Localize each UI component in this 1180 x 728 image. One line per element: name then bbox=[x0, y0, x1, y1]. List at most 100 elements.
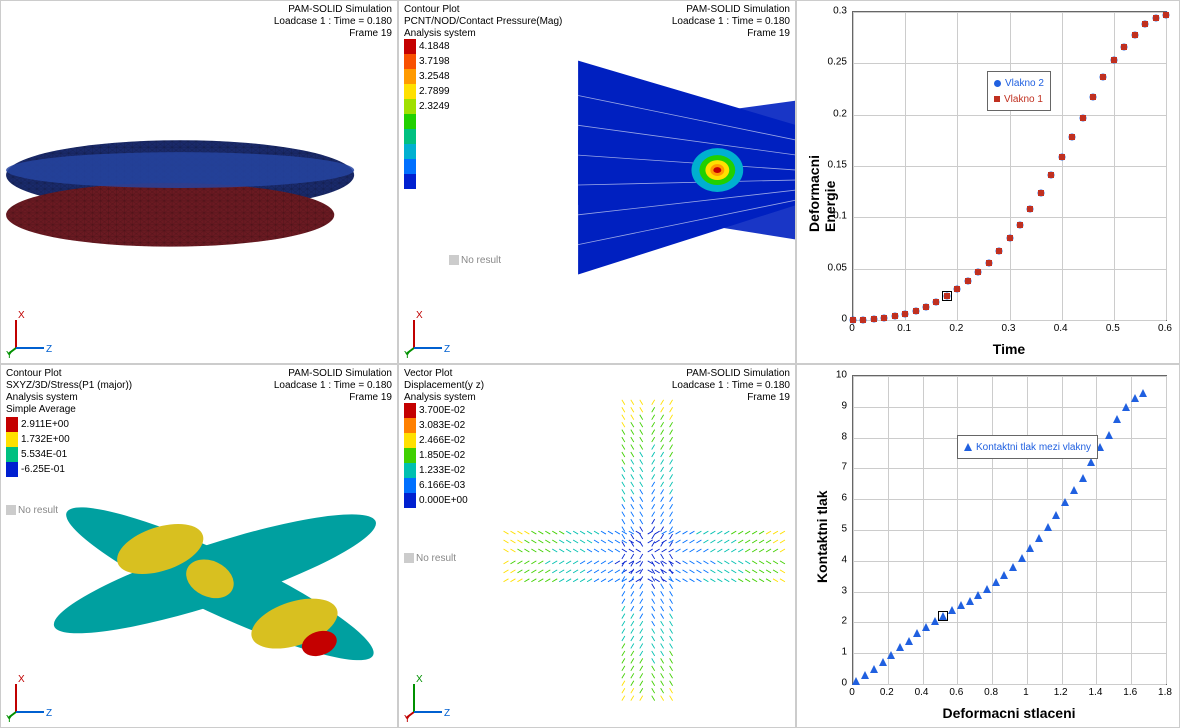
grid-line bbox=[1166, 12, 1167, 320]
ytick-label: 7 bbox=[797, 462, 847, 473]
grid-line bbox=[853, 166, 1166, 167]
data-marker bbox=[1139, 389, 1147, 397]
panel-header-right: PAM-SOLID Simulation Loadcase 1 : Time =… bbox=[274, 4, 392, 40]
ytick-label: 0.3 bbox=[797, 6, 847, 17]
svg-text:Z: Z bbox=[46, 344, 52, 355]
xtick-label: 1.2 bbox=[1054, 687, 1068, 698]
grid-line bbox=[853, 320, 1166, 321]
svg-text:Z: Z bbox=[444, 708, 450, 719]
svg-text:Z: Z bbox=[46, 708, 52, 719]
svg-text:Z: Z bbox=[444, 344, 450, 355]
data-marker bbox=[1069, 134, 1075, 140]
chart2-plot-area bbox=[852, 375, 1167, 685]
legend-label: Vlakno 2 bbox=[1005, 78, 1044, 89]
xtick-label: 0 bbox=[849, 323, 855, 334]
xtick-label: 0.5 bbox=[1106, 323, 1120, 334]
contour-render bbox=[399, 1, 795, 363]
highlight-box bbox=[942, 291, 952, 301]
svg-text:X: X bbox=[416, 310, 423, 321]
data-marker bbox=[1087, 458, 1095, 466]
grid-line bbox=[853, 12, 1166, 13]
chart1-plot-area bbox=[852, 11, 1167, 321]
data-marker bbox=[975, 269, 981, 275]
grid-line bbox=[853, 561, 1166, 562]
xtick-label: 0.6 bbox=[1158, 323, 1172, 334]
panel-header-left: Contour Plot PCNT/NOD/Contact Pressure(M… bbox=[404, 4, 562, 40]
data-marker bbox=[913, 308, 919, 314]
xtick-label: 0.3 bbox=[1002, 323, 1016, 334]
data-marker bbox=[1048, 172, 1054, 178]
data-marker bbox=[923, 304, 929, 310]
ytick-label: 0.2 bbox=[797, 108, 847, 119]
header-line: Frame 19 bbox=[274, 28, 392, 40]
data-marker bbox=[1090, 94, 1096, 100]
data-marker bbox=[974, 591, 982, 599]
ytick-label: 0 bbox=[797, 314, 847, 325]
no-result-label: No result bbox=[449, 255, 501, 266]
xtick-label: 0.1 bbox=[897, 323, 911, 334]
data-marker bbox=[1111, 57, 1117, 63]
chart1-container: Deformacni Energie Time Vlakno 2Vlakno 1… bbox=[797, 1, 1179, 363]
stress-render bbox=[1, 365, 397, 727]
legend-row: Kontaktni tlak mezi vlakny bbox=[964, 439, 1091, 455]
chart2-xlabel: Deformacni stlaceni bbox=[942, 705, 1075, 721]
legend-label: Kontaktni tlak mezi vlakny bbox=[976, 442, 1091, 453]
data-marker bbox=[966, 597, 974, 605]
data-marker bbox=[957, 601, 965, 609]
ytick-label: 0.15 bbox=[797, 160, 847, 171]
grid-line bbox=[1166, 376, 1167, 684]
data-marker bbox=[1113, 415, 1121, 423]
sim-panel-stress: Contour Plot SXYZ/3D/Stress(P1 (major)) … bbox=[0, 364, 398, 728]
svg-text:Y: Y bbox=[6, 714, 13, 722]
xtick-label: 0.2 bbox=[949, 323, 963, 334]
ytick-label: 0.25 bbox=[797, 57, 847, 68]
chart1-xlabel: Time bbox=[993, 341, 1025, 357]
legend-row: Vlakno 2 bbox=[994, 75, 1044, 91]
svg-text:Y: Y bbox=[6, 350, 13, 358]
data-marker bbox=[1038, 190, 1044, 196]
coord-triad: Y X Z bbox=[404, 672, 454, 722]
header-line: Loadcase 1 : Time = 0.180 bbox=[274, 16, 392, 28]
grid-line bbox=[853, 407, 1166, 408]
xtick-label: 0.6 bbox=[949, 687, 963, 698]
data-marker bbox=[902, 311, 908, 317]
highlight-box bbox=[938, 611, 948, 621]
xtick-label: 1.6 bbox=[1123, 687, 1137, 698]
svg-text:Y: Y bbox=[404, 350, 411, 358]
data-marker bbox=[965, 278, 971, 284]
coord-triad: X Y Z bbox=[6, 308, 56, 358]
data-marker bbox=[1007, 235, 1013, 241]
legend-marker bbox=[994, 80, 1001, 87]
grid-line bbox=[853, 622, 1166, 623]
grid-line bbox=[853, 684, 1166, 685]
vector-render bbox=[399, 365, 795, 727]
ytick-label: 5 bbox=[797, 524, 847, 535]
data-marker bbox=[1000, 571, 1008, 579]
data-marker bbox=[1027, 206, 1033, 212]
data-marker bbox=[1131, 394, 1139, 402]
data-marker bbox=[1009, 563, 1017, 571]
grid-line bbox=[853, 63, 1166, 64]
data-marker bbox=[1059, 154, 1065, 160]
coord-triad: X Y Z bbox=[6, 672, 56, 722]
data-marker bbox=[1061, 498, 1069, 506]
data-marker bbox=[913, 629, 921, 637]
data-marker bbox=[996, 248, 1002, 254]
grid-line bbox=[853, 653, 1166, 654]
mesh-render bbox=[1, 1, 397, 363]
legend-label: Vlakno 1 bbox=[1004, 94, 1043, 105]
data-marker bbox=[1163, 12, 1169, 18]
svg-text:Y: Y bbox=[404, 714, 411, 722]
grid-line bbox=[853, 499, 1166, 500]
data-marker bbox=[1026, 544, 1034, 552]
data-marker bbox=[986, 260, 992, 266]
ytick-label: 0.05 bbox=[797, 262, 847, 273]
ytick-label: 3 bbox=[797, 585, 847, 596]
ytick-label: 9 bbox=[797, 400, 847, 411]
data-marker bbox=[1105, 431, 1113, 439]
data-marker bbox=[1017, 222, 1023, 228]
ytick-label: 4 bbox=[797, 554, 847, 565]
ytick-label: 1 bbox=[797, 647, 847, 658]
sim-panel-contour-pressure: Contour Plot PCNT/NOD/Contact Pressure(M… bbox=[398, 0, 796, 364]
data-marker bbox=[871, 316, 877, 322]
